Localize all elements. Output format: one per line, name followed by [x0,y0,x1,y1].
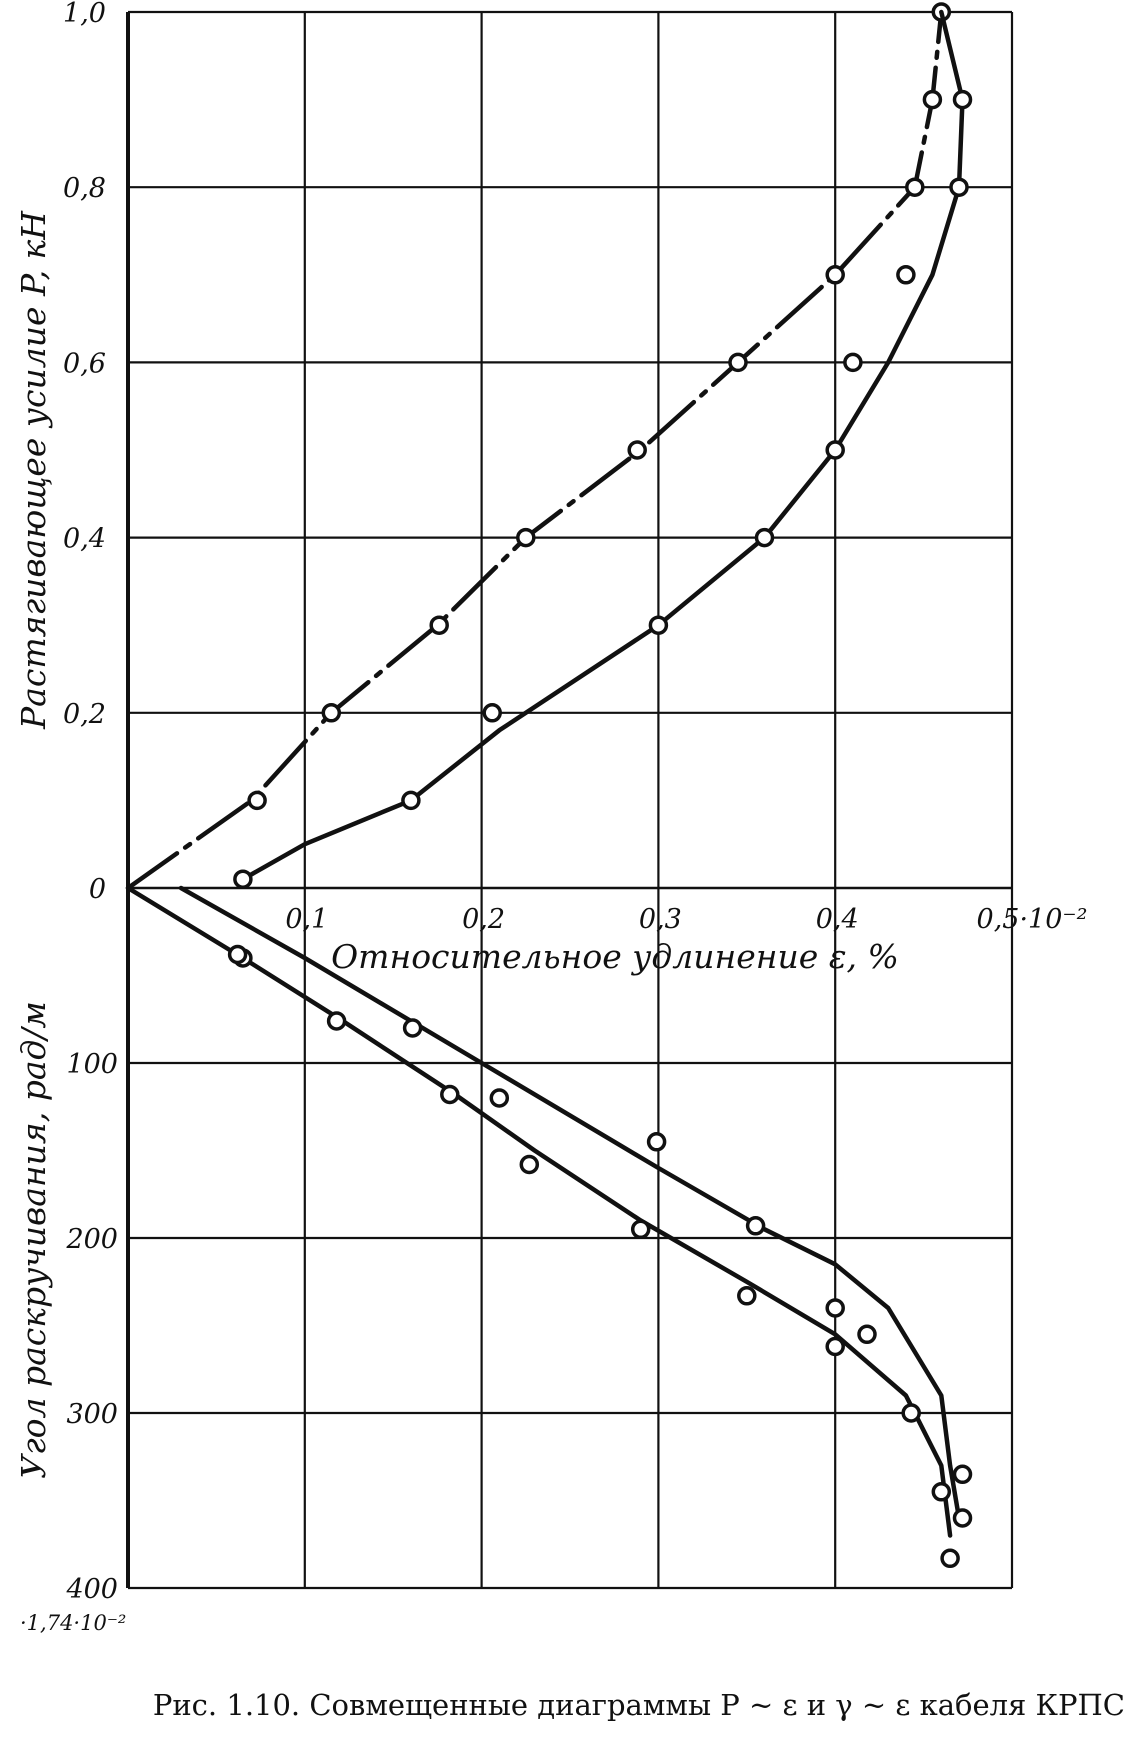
upper-series-2-marker [754,527,775,548]
x-tick-label: 0,2 [462,904,505,935]
upper-series-1-marker [321,703,342,723]
upper-y-tick-label: 0,2 [63,699,106,730]
lower-series-1-marker [931,1482,952,1502]
x-axis-title: Относительное удлинение ε, % [331,937,899,976]
tick-labels: 0 0,2 0,4 0,6 0,8 1,0 100 200 300 400 0,1 0,2 0,3 0,4 [63,0,859,1605]
x-tick-label: 0,1 [285,904,328,935]
lower-series-1-marker [519,1154,540,1175]
upper-series-1-marker [429,615,449,635]
upper-series-2-marker [482,703,502,723]
lower-y-tick-label: 400 [65,1574,118,1605]
lower-series-2-marker [857,1324,877,1345]
lower-series-1-marker [737,1286,757,1306]
upper-series-1-marker [728,352,748,373]
upper-y-tick-label: 0,6 [63,348,106,379]
upper-series-1-marker [905,177,925,197]
upper-y-tick-label: 1,0 [63,0,106,29]
lower-y-tick-label: 200 [65,1224,118,1255]
x-axis-end-label: 0,5·10⁻² [977,904,1088,935]
lower-y-tick-label: 300 [66,1399,118,1430]
lower-series-2-marker [402,1018,423,1038]
lower-y-tick-label: 100 [66,1049,118,1080]
lower-series-1-marker [825,1336,845,1357]
upper-series-2-marker [648,615,669,635]
upper-series-1-marker [247,790,267,811]
lower-series-2-marker [489,1088,510,1108]
upper-y-tick-label: 0,4 [63,524,106,555]
upper-series-1-marker [825,265,845,285]
lower-series-2-marker [227,944,248,965]
x-tick-label: 0,3 [639,904,682,935]
lower-series-2-marker [646,1132,667,1152]
upper-series-1-marker [627,440,647,460]
upper-series-2-marker [401,790,421,811]
lower-y-axis-title: Угол раскручивания, рад/м [14,1001,53,1479]
upper-series-2-marker [233,869,253,889]
lower-series-2-marker [952,1464,973,1485]
lower-series-2-line [178,885,962,1521]
data-series [125,2,973,1569]
lower-series-1-marker [630,1219,651,1240]
figure-caption: Рис. 1.10. Совмещенные диаграммы P ~ ε и… [152,1688,1125,1722]
axes [126,12,1012,1588]
lower-series-2-marker [952,1508,973,1528]
grid [128,10,1014,1590]
lower-series-2-marker [745,1216,766,1236]
upper-series-2-marker [843,352,863,373]
upper-series-2-line [240,9,965,882]
lower-series-1-marker [326,1011,347,1031]
lower-series-2-marker [825,1298,845,1318]
lower-series-1-marker [940,1548,960,1569]
upper-series-1-marker [922,89,943,110]
upper-y-axis-title: Растягивающее усилие P, кН [14,210,53,730]
upper-series-1-marker [516,527,536,548]
upper-y-tick-label: 0,8 [63,173,106,204]
upper-y-tick-label: 0 [89,874,106,905]
upper-series-2-marker [952,89,973,110]
upper-series-2-marker [949,177,969,197]
lower-series-2-marker [901,1403,921,1423]
upper-series-2-marker [825,440,845,460]
upper-series-1-line [125,9,944,891]
upper-series-2-marker [896,265,916,285]
x-tick-label: 0,4 [816,904,859,935]
lower-series-1-marker [440,1084,460,1105]
lower-y-multiplier-label: ·1,74·10⁻² [20,1611,126,1635]
lower-series-1-line [125,885,953,1538]
